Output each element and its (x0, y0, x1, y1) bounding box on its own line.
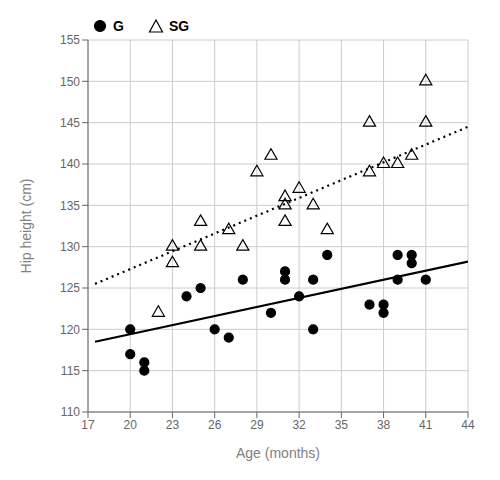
svg-text:140: 140 (60, 157, 80, 171)
svg-text:41: 41 (419, 418, 433, 432)
svg-text:26: 26 (208, 418, 222, 432)
svg-text:155: 155 (60, 33, 80, 47)
html-text:G: G (113, 18, 124, 34)
svg-text:35: 35 (335, 418, 349, 432)
svg-text:23: 23 (166, 418, 180, 432)
svg-text:20: 20 (124, 418, 138, 432)
svg-text:150: 150 (60, 75, 80, 89)
svg-text:29: 29 (250, 418, 264, 432)
html-text:SG: SG (168, 18, 190, 34)
svg-text:135: 135 (60, 199, 80, 213)
svg-text:32: 32 (292, 418, 306, 432)
svg-text:130: 130 (60, 240, 80, 254)
svg-text:145: 145 (60, 116, 80, 130)
svg-text:44: 44 (461, 418, 475, 432)
svg-text:Hip height (cm): Hip height (cm) (18, 179, 34, 274)
svg-text:115: 115 (61, 364, 80, 378)
svg-text:120: 120 (60, 323, 80, 337)
svg-text:125: 125 (60, 281, 80, 295)
svg-text:Age (months): Age (months) (236, 445, 320, 461)
svg-text:110: 110 (61, 405, 80, 419)
svg-text:38: 38 (377, 418, 391, 432)
svg-text:17: 17 (81, 418, 95, 432)
